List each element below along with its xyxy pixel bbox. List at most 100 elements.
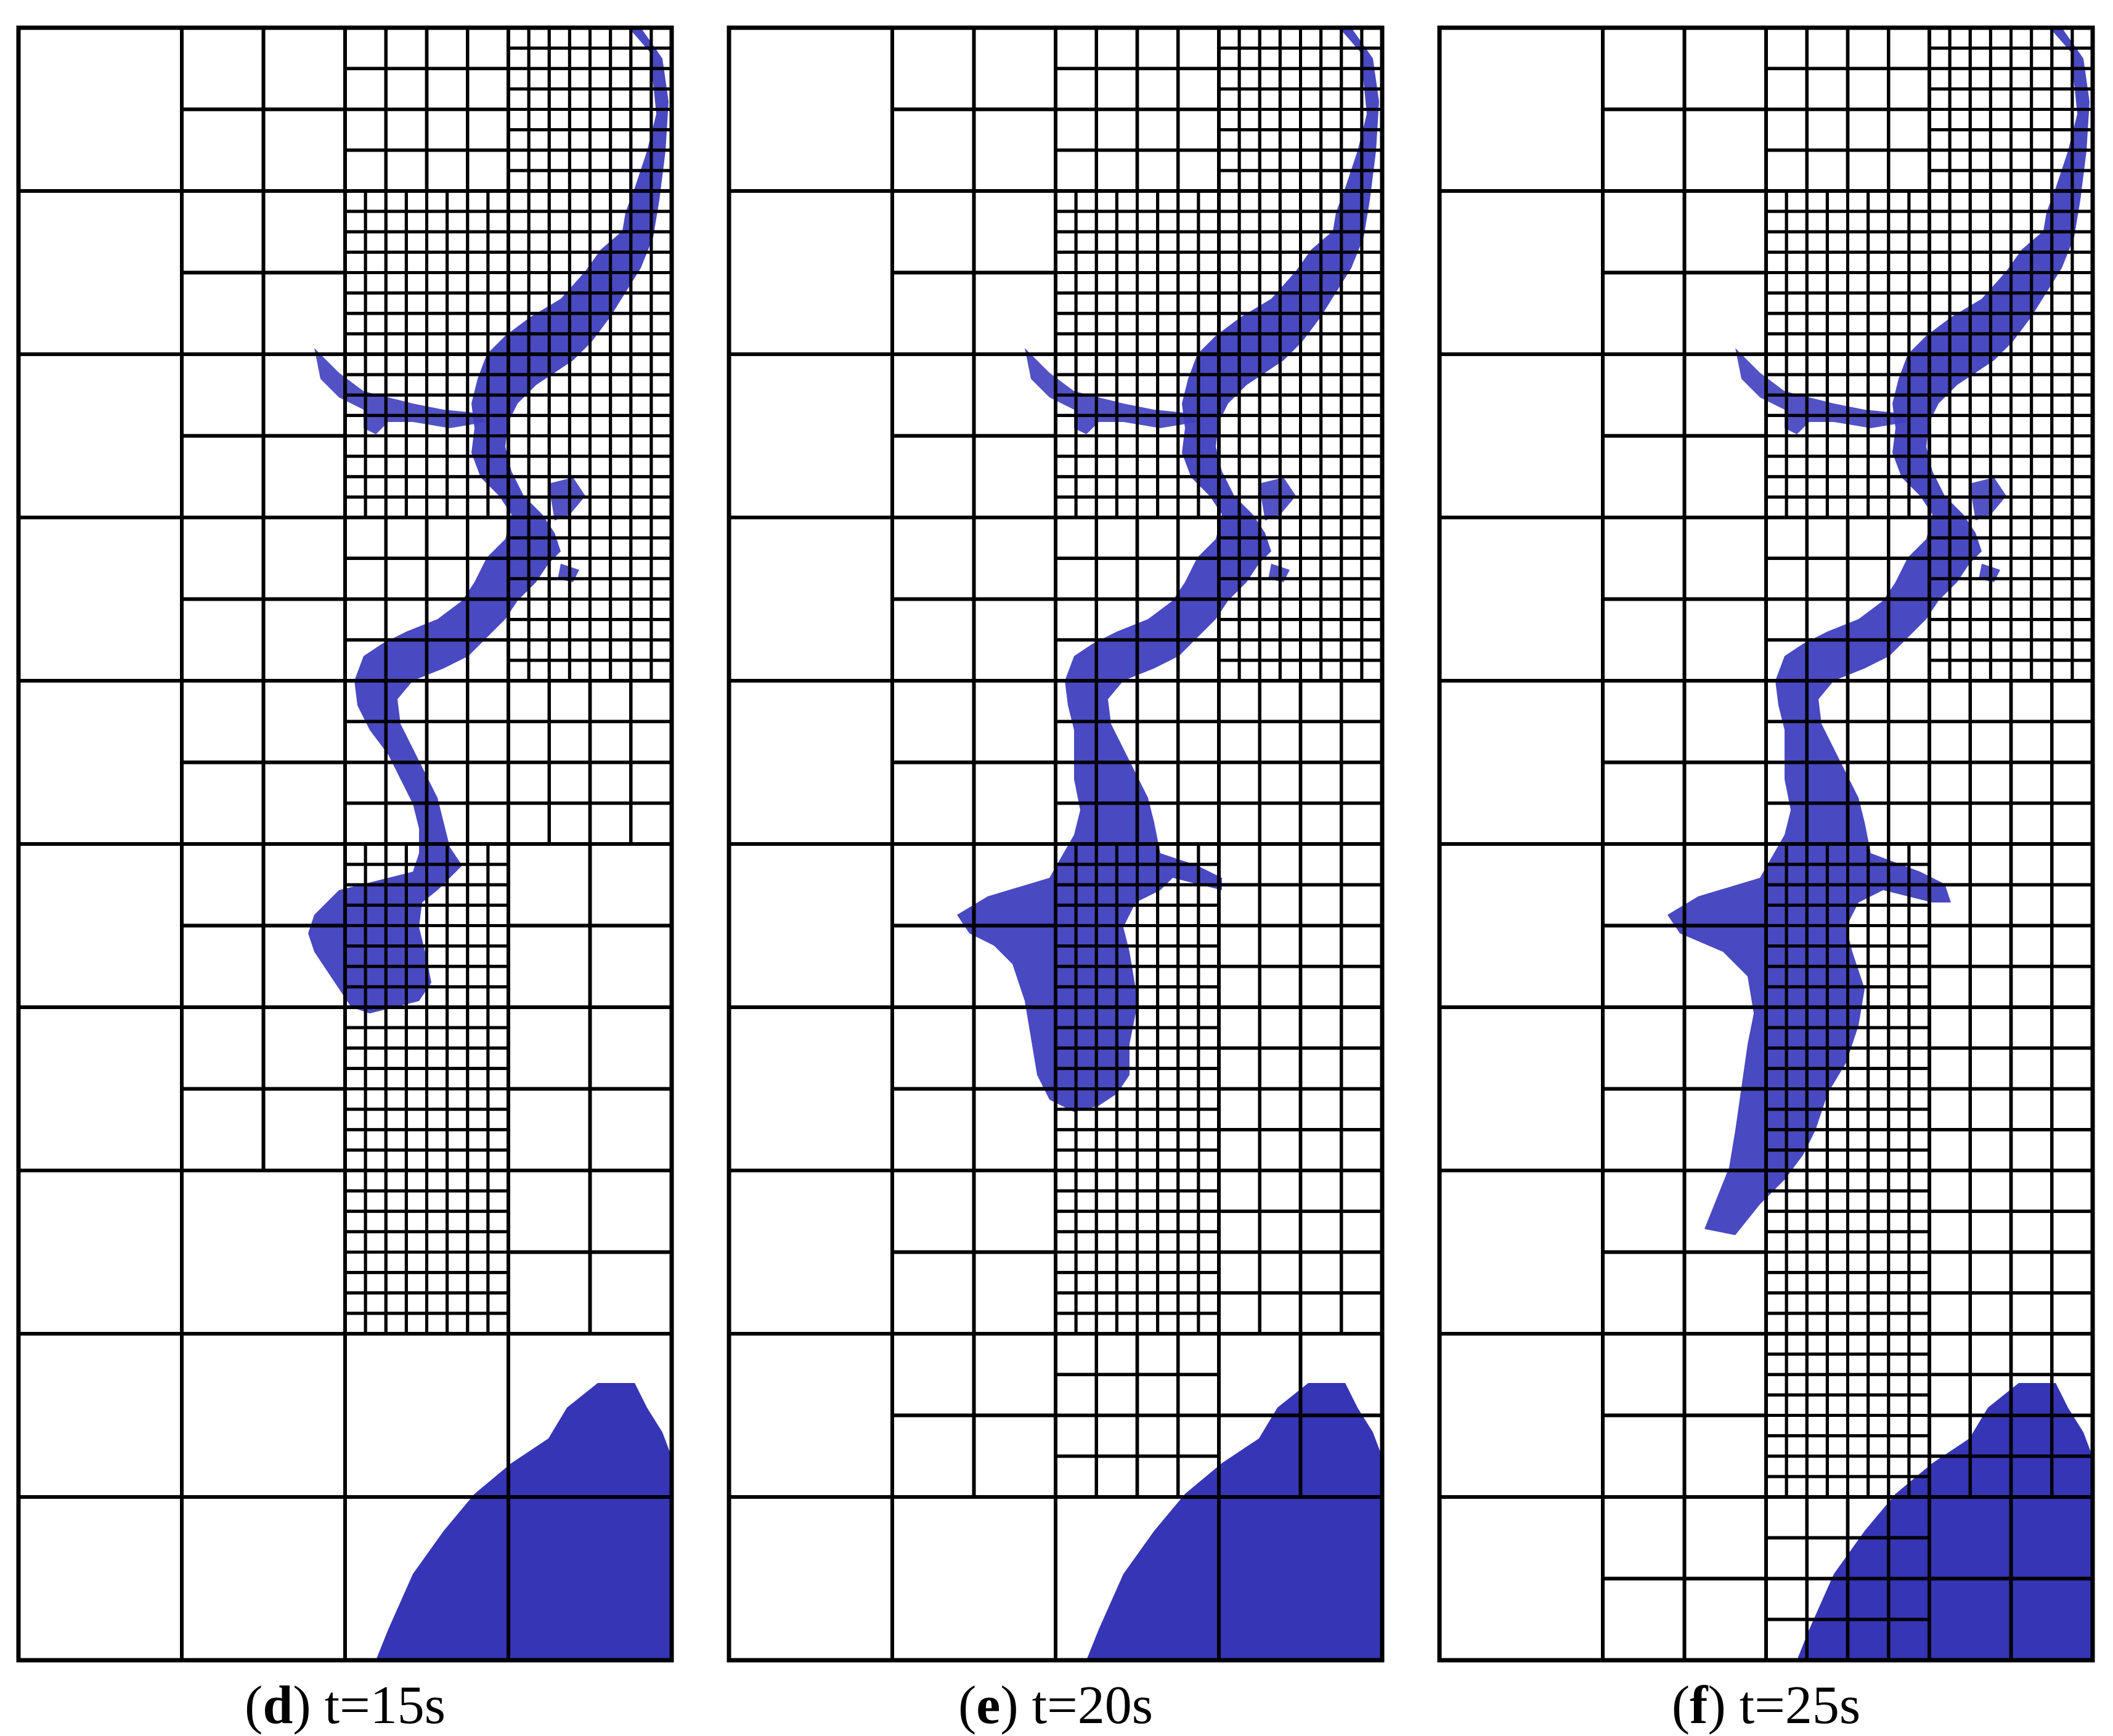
mesh-cell-fine	[1867, 1128, 1891, 1152]
mesh-cell-fine	[568, 455, 592, 479]
mesh-cell-fine	[1846, 1108, 1870, 1132]
mesh-cell-fine	[1094, 1108, 1118, 1132]
mesh-cell-fine	[1825, 434, 1849, 458]
mesh-cell-fine	[1074, 1271, 1098, 1295]
mesh-cell-fine	[1764, 1291, 1788, 1315]
mesh-cell-fine	[343, 1230, 367, 1254]
mesh-cell-fine	[1176, 312, 1200, 336]
mesh-cell-fine	[425, 903, 449, 927]
mesh-cell-fine	[1176, 944, 1200, 968]
mesh-cell-fine	[1887, 1454, 1911, 1478]
mesh-cell-fine	[1136, 1108, 1160, 1132]
mesh-cell-fine	[1298, 801, 1343, 846]
mesh-cell-fine	[1360, 393, 1384, 417]
mesh-cell-fine	[2050, 923, 2095, 968]
mesh-cell-fine	[1805, 107, 1850, 152]
mesh-cell-fine	[1340, 659, 1364, 683]
mesh-cell-fine	[486, 1066, 510, 1090]
mesh-cell-fine	[1907, 1393, 1931, 1417]
mesh-cell-fine	[2009, 169, 2034, 193]
mesh-cell-fine	[343, 495, 367, 519]
mesh-cell-fine	[486, 1026, 510, 1050]
mesh-cell-fine	[547, 638, 571, 662]
mesh-cell-fine	[1785, 495, 1809, 519]
mesh-cell-fine	[446, 1026, 470, 1050]
mesh-cell-fine	[1298, 842, 1343, 886]
mesh-cell-fine	[466, 1189, 490, 1213]
mesh-cell-fine	[1340, 393, 1364, 417]
mesh-cell-fine	[364, 475, 388, 499]
mesh-cell-fine	[1928, 1373, 1972, 1418]
mesh-cell-fine	[2070, 271, 2095, 295]
mesh-cell-fine	[1197, 985, 1221, 1009]
mesh-cell-fine	[507, 760, 551, 805]
mesh-cell-fine	[1846, 1148, 1870, 1172]
mesh-cell-fine	[1340, 352, 1364, 376]
mesh-cell-fine	[446, 985, 470, 1009]
mesh-cell-fine	[1278, 108, 1302, 132]
mesh-cell-fine	[1136, 1209, 1160, 1233]
mesh-cell-fine	[1156, 209, 1180, 233]
mesh-cell-fine	[1887, 1189, 1911, 1213]
mesh-cell-fine	[486, 1271, 510, 1295]
mesh-cell-fine	[2070, 332, 2095, 356]
mesh-cell-fine	[1054, 271, 1078, 295]
mesh-cell-fine	[1948, 455, 1972, 479]
mesh-cell-fine	[1176, 495, 1200, 519]
mesh-cell-fine	[1785, 1189, 1809, 1213]
mesh-cell-fine	[364, 434, 388, 458]
mesh-cell-fine	[588, 393, 613, 417]
mesh-cell-fine	[1298, 1087, 1343, 1132]
mesh-cell-fine	[649, 475, 674, 499]
mesh-cell-fine	[2009, 209, 2034, 233]
mesh-cell-fine	[1176, 760, 1221, 805]
mesh-cell-fine	[2050, 618, 2074, 642]
mesh-cell-fine	[1176, 679, 1221, 723]
mesh-cell-fine	[1887, 1066, 1911, 1090]
mesh-cell-fine	[1135, 1454, 1180, 1499]
mesh-cell-fine	[1601, 107, 1687, 193]
mesh-cell-fine	[1360, 271, 1384, 295]
mesh-cell-fine	[1156, 1108, 1180, 1132]
mesh-cell-fine	[1968, 455, 1992, 479]
mesh-cell-fine	[1867, 1230, 1891, 1254]
mesh-cell-fine	[1601, 516, 1687, 601]
mesh-cell-fine	[2030, 108, 2054, 132]
mesh-cell-fine	[568, 67, 592, 91]
mesh-cell-fine	[466, 148, 510, 193]
mesh-cell-fine	[1907, 903, 1931, 927]
mesh-cell-fine	[343, 862, 367, 886]
mesh-cell-fine	[384, 67, 429, 112]
mesh-cell-fine	[1176, 1128, 1200, 1152]
mesh-cell-fine	[1867, 1087, 1891, 1111]
mesh-cell-fine	[446, 1128, 470, 1152]
mesh-cell-fine	[446, 455, 470, 479]
mesh-cell-fine	[404, 1169, 428, 1193]
mesh-cell-fine	[1115, 1108, 1139, 1132]
mesh-grid	[727, 25, 1385, 1663]
mesh-cell-fine	[588, 659, 613, 683]
mesh-cell-fine	[1887, 495, 1911, 519]
mesh-cell-fine	[1319, 638, 1343, 662]
mesh-cell-fine	[1319, 169, 1343, 193]
mesh-cell-fine	[446, 1189, 470, 1213]
mesh-cell-fine	[890, 1332, 976, 1418]
mesh-cell-fine	[547, 189, 571, 213]
mesh-cell-fine	[1928, 209, 1952, 233]
mesh-cell-fine	[507, 1250, 592, 1336]
mesh-cell-fine	[1278, 209, 1302, 233]
mesh-cell-fine	[1764, 312, 1788, 336]
mesh-cell-fine	[547, 801, 592, 846]
mesh-cell-fine	[425, 679, 470, 723]
mesh-cell-fine	[1340, 842, 1384, 886]
mesh-cell-fine	[1217, 1005, 1261, 1050]
mesh-cell-fine	[343, 475, 367, 499]
mesh-cell-fine	[588, 618, 613, 642]
mesh-cell-fine	[1176, 271, 1200, 295]
mesh-cell-fine	[1805, 332, 1829, 356]
mesh-cell-fine	[1340, 598, 1364, 622]
mesh-cell-fine	[466, 985, 490, 1009]
mesh-cell-fine	[425, 312, 449, 336]
mesh-cell-fine	[1340, 577, 1364, 601]
mesh-cell-fine	[1887, 1271, 1911, 1295]
